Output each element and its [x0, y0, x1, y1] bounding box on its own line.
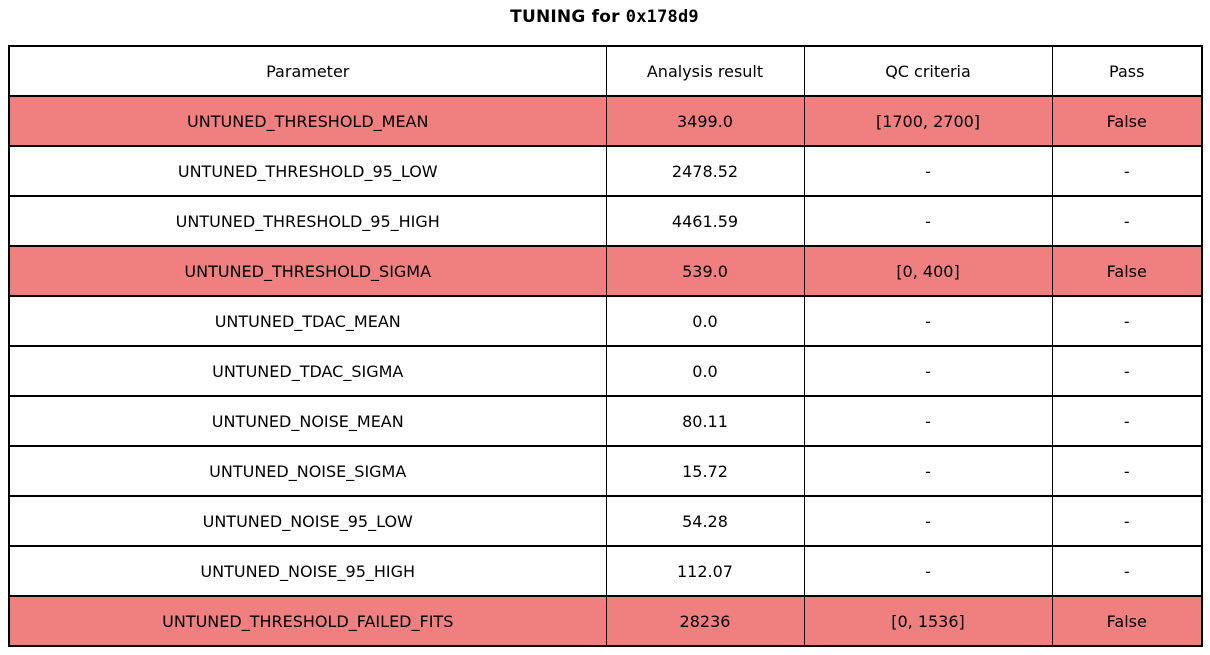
parameter-cell: UNTUNED_TDAC_MEAN — [8, 295, 607, 347]
table-row: UNTUNED_NOISE_95_HIGH 112.07- - — [8, 545, 1203, 597]
table-row: UNTUNED_THRESHOLD_95_LOW 2478.52- - — [8, 145, 1203, 197]
column-header-parameter: Parameter — [8, 45, 607, 97]
pass-cell: - — [1051, 145, 1203, 197]
analysis-result-cell: 0.0 — [605, 345, 805, 397]
parameter-cell: UNTUNED_THRESHOLD_95_LOW — [8, 145, 607, 197]
analysis-result-cell: 15.72 — [605, 445, 805, 497]
qc-criteria-cell: - — [803, 545, 1053, 597]
table-header: Parameter Analysis result QC criteria Pass — [8, 45, 1203, 97]
analysis-result-cell: 80.11 — [605, 395, 805, 447]
analysis-result-cell: 0.0 — [605, 295, 805, 347]
header-row: Parameter Analysis result QC criteria Pass — [8, 45, 1203, 97]
figure-title: TUNING for 0x178d9 — [8, 7, 1201, 27]
pass-cell: - — [1051, 445, 1203, 497]
parameter-cell: UNTUNED_NOISE_95_HIGH — [8, 545, 607, 597]
title-prefix: TUNING for — [510, 7, 626, 27]
pass-cell: False — [1051, 95, 1203, 147]
parameter-cell: UNTUNED_NOISE_MEAN — [8, 395, 607, 447]
column-header-qc-criteria: QC criteria — [803, 45, 1053, 97]
table-row: UNTUNED_THRESHOLD_SIGMA 539.0 [0, 400] Fals… — [8, 245, 1203, 297]
table-row: UNTUNED_THRESHOLD_FAILED_FITS 28236 [0, 15… — [8, 595, 1203, 647]
pass-cell: - — [1051, 545, 1203, 597]
analysis-result-cell: 28236 — [605, 595, 805, 647]
parameter-cell: UNTUNED_THRESHOLD_SIGMA — [8, 245, 607, 297]
analysis-result-cell: 4461.59 — [605, 195, 805, 247]
column-header-analysis-result: Analysis result — [605, 45, 805, 97]
table-row: UNTUNED_TDAC_SIGMA 0.0- - — [8, 345, 1203, 397]
qc-criteria-cell: - — [803, 495, 1053, 547]
analysis-result-cell: 539.0 — [605, 245, 805, 297]
pass-cell: - — [1051, 195, 1203, 247]
table-row: UNTUNED_NOISE_MEAN 80.11- - — [8, 395, 1203, 447]
column-header-pass: Pass — [1051, 45, 1203, 97]
parameter-cell: UNTUNED_NOISE_95_LOW — [8, 495, 607, 547]
pass-cell: False — [1051, 245, 1203, 297]
parameter-cell: UNTUNED_TDAC_SIGMA — [8, 345, 607, 397]
analysis-result-cell: 2478.52 — [605, 145, 805, 197]
qc-criteria-cell: [0, 1536] — [803, 595, 1053, 647]
table-row: UNTUNED_NOISE_SIGMA 15.72- - — [8, 445, 1203, 497]
qc-criteria-cell: - — [803, 445, 1053, 497]
qc-results-table: Parameter Analysis result QC criteria Pass … — [8, 45, 1203, 647]
pass-cell: - — [1051, 295, 1203, 347]
parameter-cell: UNTUNED_THRESHOLD_95_HIGH — [8, 195, 607, 247]
qc-criteria-cell: - — [803, 145, 1053, 197]
parameter-cell: UNTUNED_THRESHOLD_FAILED_FITS — [8, 595, 607, 647]
analysis-result-cell: 54.28 — [605, 495, 805, 547]
qc-criteria-cell: - — [803, 295, 1053, 347]
qc-criteria-cell: [1700, 2700] — [803, 95, 1053, 147]
pass-cell: - — [1051, 495, 1203, 547]
pass-cell: False — [1051, 595, 1203, 647]
table-row: UNTUNED_NOISE_95_LOW 54.28- - — [8, 495, 1203, 547]
table-row: UNTUNED_THRESHOLD_MEAN 3499.0 [1700, 2700]… — [8, 95, 1203, 147]
pass-cell: - — [1051, 345, 1203, 397]
qc-criteria-cell: - — [803, 195, 1053, 247]
pass-cell: - — [1051, 395, 1203, 447]
table-row: UNTUNED_THRESHOLD_95_HIGH 4461.59- - — [8, 195, 1203, 247]
qc-criteria-cell: [0, 400] — [803, 245, 1053, 297]
qc-criteria-cell: - — [803, 395, 1053, 447]
analysis-result-cell: 3499.0 — [605, 95, 805, 147]
table-row: UNTUNED_TDAC_MEAN 0.0- - — [8, 295, 1203, 347]
parameter-cell: UNTUNED_THRESHOLD_MEAN — [8, 95, 607, 147]
table-body: UNTUNED_THRESHOLD_MEAN 3499.0 [1700, 2700]… — [8, 95, 1203, 647]
parameter-cell: UNTUNED_NOISE_SIGMA — [8, 445, 607, 497]
analysis-result-cell: 112.07 — [605, 545, 805, 597]
qc-criteria-cell: - — [803, 345, 1053, 397]
title-chip-id: 0x178d9 — [625, 7, 699, 27]
